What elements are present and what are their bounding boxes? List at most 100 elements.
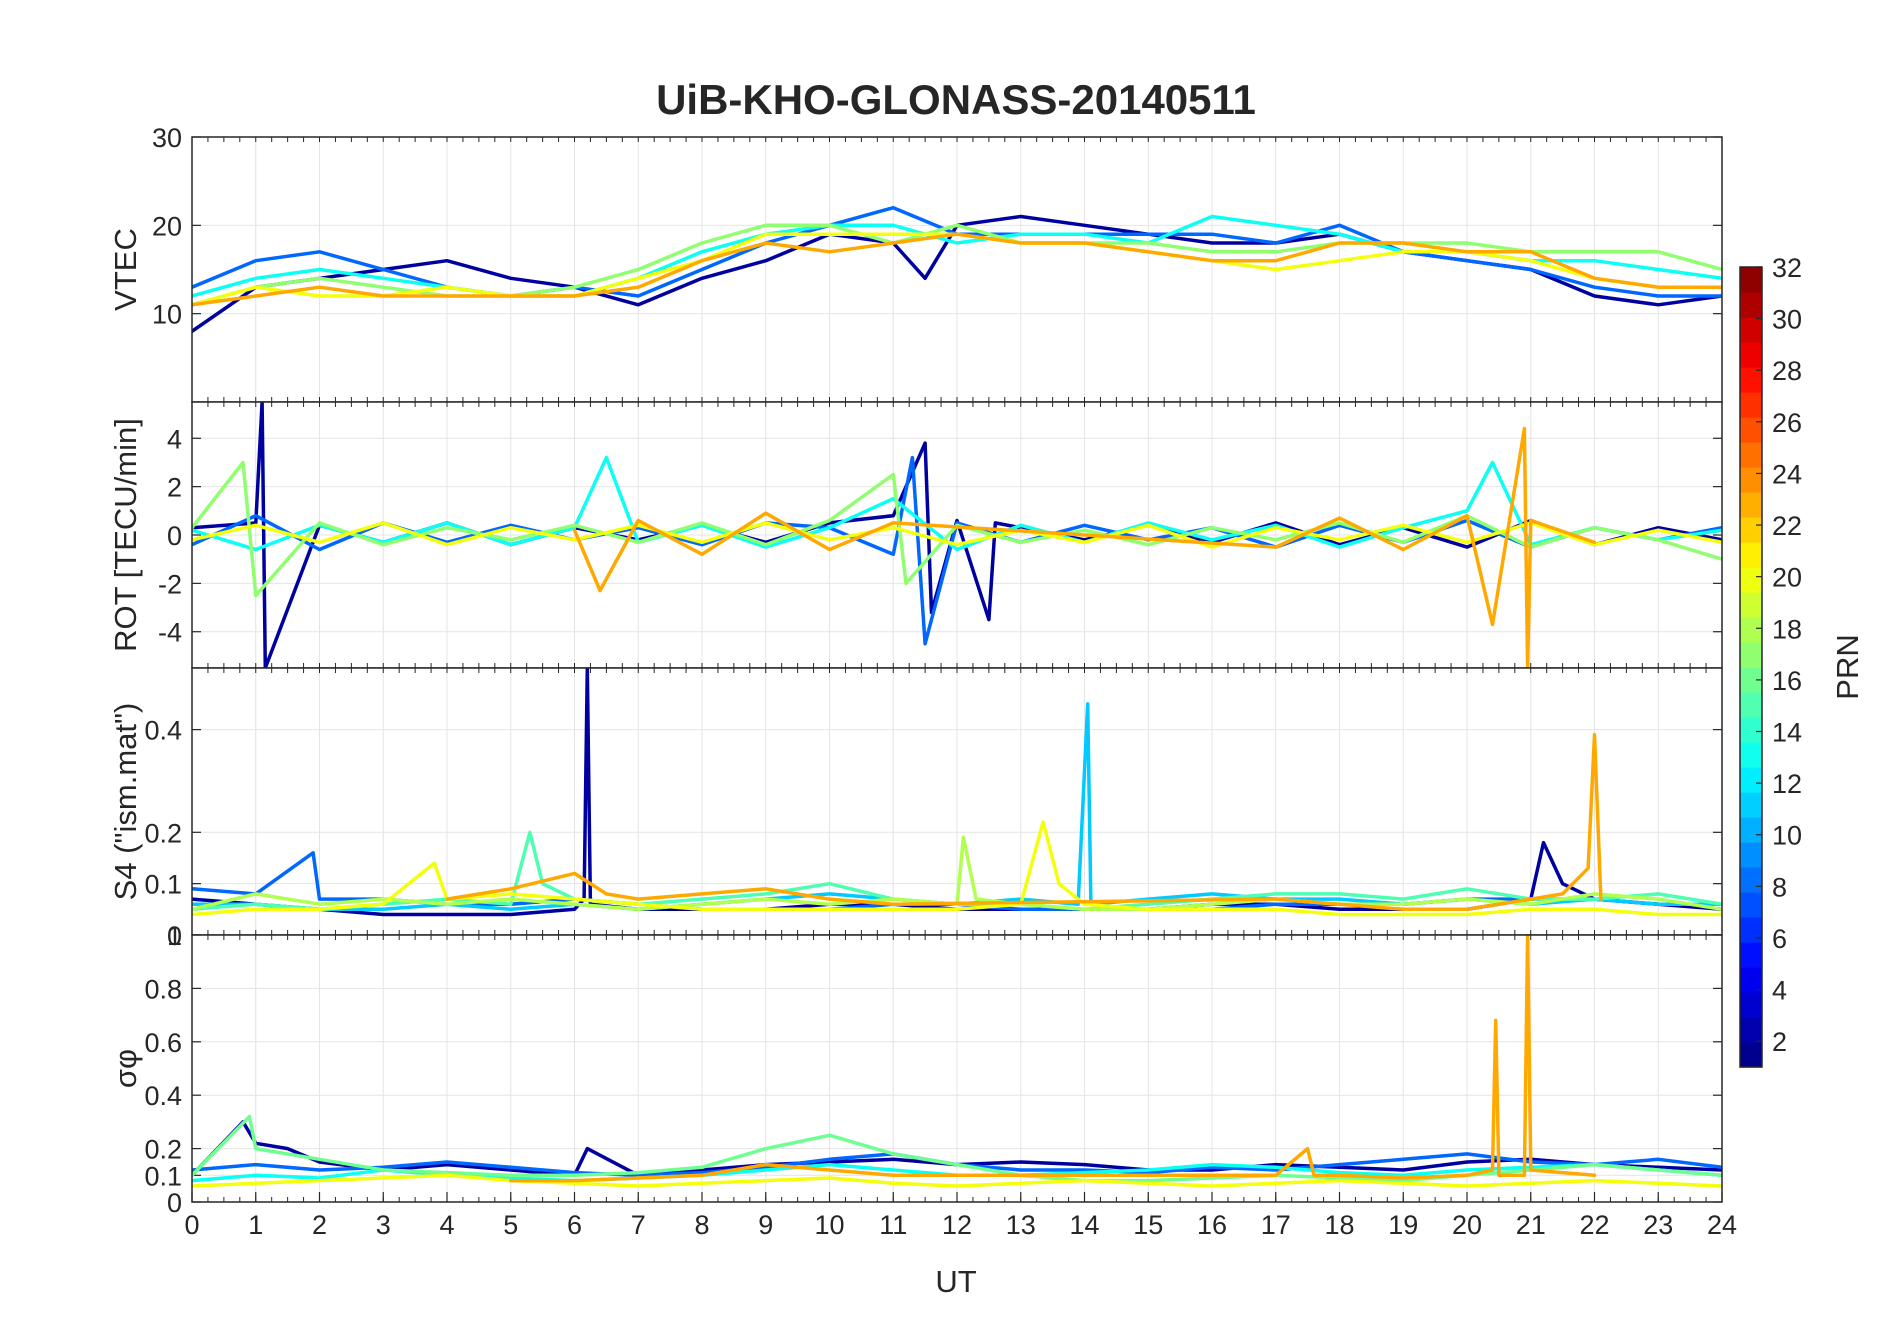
colorbar-segment: [1740, 642, 1762, 668]
y-tick-label: 0: [167, 921, 182, 951]
x-tick-label: 0: [184, 1210, 199, 1240]
x-tick-label: 17: [1261, 1210, 1291, 1240]
x-tick-label: 15: [1133, 1210, 1163, 1240]
y-tick-label: 0.8: [144, 974, 182, 1004]
colorbar-segment: [1740, 667, 1762, 693]
colorbar-segment: [1740, 567, 1762, 593]
x-axis-label: UT: [935, 1264, 976, 1299]
series-prn-20: [192, 1173, 1722, 1188]
colorbar-segment: [1740, 517, 1762, 543]
y-tick-label: 0.4: [144, 1081, 182, 1111]
y-tick-label: 0.6: [144, 1028, 182, 1058]
x-tick-label: 22: [1579, 1210, 1609, 1240]
panel-s4-ylabel: S4 ("ism.mat"): [108, 703, 143, 901]
x-tick-label: 16: [1197, 1210, 1227, 1240]
panel-rot: -4 -2 0 2 4 ROT [TECU/min]: [108, 401, 1723, 669]
x-tick-label: 13: [1006, 1210, 1036, 1240]
colorbar-segment: [1740, 292, 1762, 318]
colorbar-tick-label: 2: [1772, 1027, 1787, 1057]
y-tick-label: 0.2: [144, 818, 182, 848]
colorbar-frame: [1739, 266, 1763, 1068]
colorbar-tick-label: 8: [1772, 872, 1787, 902]
series-prn-20: [192, 521, 1722, 549]
colorbar-tick-label: 30: [1772, 305, 1802, 335]
y-tick-label: 2: [167, 473, 182, 503]
colorbar-tick-label: 4: [1772, 976, 1787, 1006]
panel-sigma-ylabel: σφ: [108, 1049, 143, 1088]
x-tick-label: 8: [694, 1210, 709, 1240]
y-tick-label: 0.1: [144, 1161, 182, 1191]
x-tick-label: 3: [376, 1210, 391, 1240]
colorbar-segment: [1740, 267, 1762, 293]
x-tick-label: 24: [1707, 1210, 1737, 1240]
colorbar-segment: [1740, 492, 1762, 518]
colorbar-segment: [1740, 592, 1762, 618]
colorbar-segment: [1740, 617, 1762, 643]
colorbar-tick-label: 28: [1772, 356, 1802, 386]
colorbar-segment: [1740, 467, 1762, 493]
panel-rot-series: [192, 402, 1722, 668]
colorbar-segment: [1740, 842, 1762, 868]
colorbar-segment: [1740, 767, 1762, 793]
y-tick-label: 0.1: [144, 870, 182, 900]
colorbar-tick-label: 32: [1772, 253, 1802, 283]
colorbar-segment: [1740, 342, 1762, 368]
x-tick-label: 7: [631, 1210, 646, 1240]
y-tick-label: 4: [167, 424, 182, 454]
colorbar-tick-label: 12: [1772, 769, 1802, 799]
colorbar-segment: [1740, 417, 1762, 443]
y-tick-label: 30: [152, 123, 182, 153]
colorbar-segment: [1740, 817, 1762, 843]
y-tick-label: 0: [167, 521, 182, 551]
colorbar-tick-label: 16: [1772, 666, 1802, 696]
colorbar-segment: [1740, 1042, 1762, 1068]
panel-sigma-series: [192, 935, 1722, 1188]
series-prn-23: [572, 426, 1597, 668]
x-tick-label: 5: [503, 1210, 518, 1240]
panel-rot-ylabel: ROT [TECU/min]: [108, 418, 143, 652]
y-tick-label: 0.4: [144, 716, 182, 746]
colorbar-segment: [1740, 742, 1762, 768]
series-prn-23: [192, 232, 1722, 307]
x-tick-label: 12: [942, 1210, 972, 1240]
colorbar-segment: [1740, 717, 1762, 743]
y-tick-label: 20: [152, 211, 182, 241]
y-tick-label: -2: [158, 569, 182, 599]
colorbar-segment: [1740, 942, 1762, 968]
x-tick-label: 1: [248, 1210, 263, 1240]
colorbar-tick-label: 22: [1772, 511, 1802, 541]
series-prn-23: [509, 935, 1597, 1183]
panel-s4-series: [192, 668, 1722, 917]
x-tick-label: 6: [567, 1210, 582, 1240]
panel-vtec: 10 20 30 VTEC: [108, 123, 1723, 403]
colorbar-segment: [1740, 917, 1762, 943]
series-prn-18: [192, 835, 1722, 912]
chart-title: UiB-KHO-GLONASS-20140511: [656, 76, 1256, 123]
series-prn-17: [192, 460, 1722, 598]
colorbar-segment: [1740, 317, 1762, 343]
x-tick-label: 21: [1516, 1210, 1546, 1240]
colorbar-tick-label: 6: [1772, 924, 1787, 954]
x-tick-label: 2: [312, 1210, 327, 1240]
y-tick-label: 10: [152, 300, 182, 330]
colorbar-label: PRN: [1830, 634, 1865, 699]
colorbar-tick-label: 20: [1772, 563, 1802, 593]
series-prn-23: [445, 733, 1603, 912]
x-tick-label: 20: [1452, 1210, 1482, 1240]
colorbar-segment: [1740, 367, 1762, 393]
x-tick-label: 19: [1388, 1210, 1418, 1240]
colorbar-segment: [1740, 967, 1762, 993]
x-tick-label: 18: [1324, 1210, 1354, 1240]
x-tick-label: 14: [1069, 1210, 1099, 1240]
x-axis: 0 1 2 3 4 5 6 7 8 9 10 11 12 13 14 15 16 17 18 19 20 21 22 23 24: [184, 1192, 1737, 1240]
y-tick-label: -4: [158, 618, 182, 648]
x-tick-label: 4: [439, 1210, 454, 1240]
colorbar-segment: [1740, 442, 1762, 468]
panel-vtec-ylabel: VTEC: [108, 228, 143, 311]
colorbar-tick-label: 24: [1772, 459, 1802, 489]
colorbar-tick-label: 18: [1772, 614, 1802, 644]
colorbar-segment: [1740, 892, 1762, 918]
y-tick-label: 1: [167, 921, 182, 951]
